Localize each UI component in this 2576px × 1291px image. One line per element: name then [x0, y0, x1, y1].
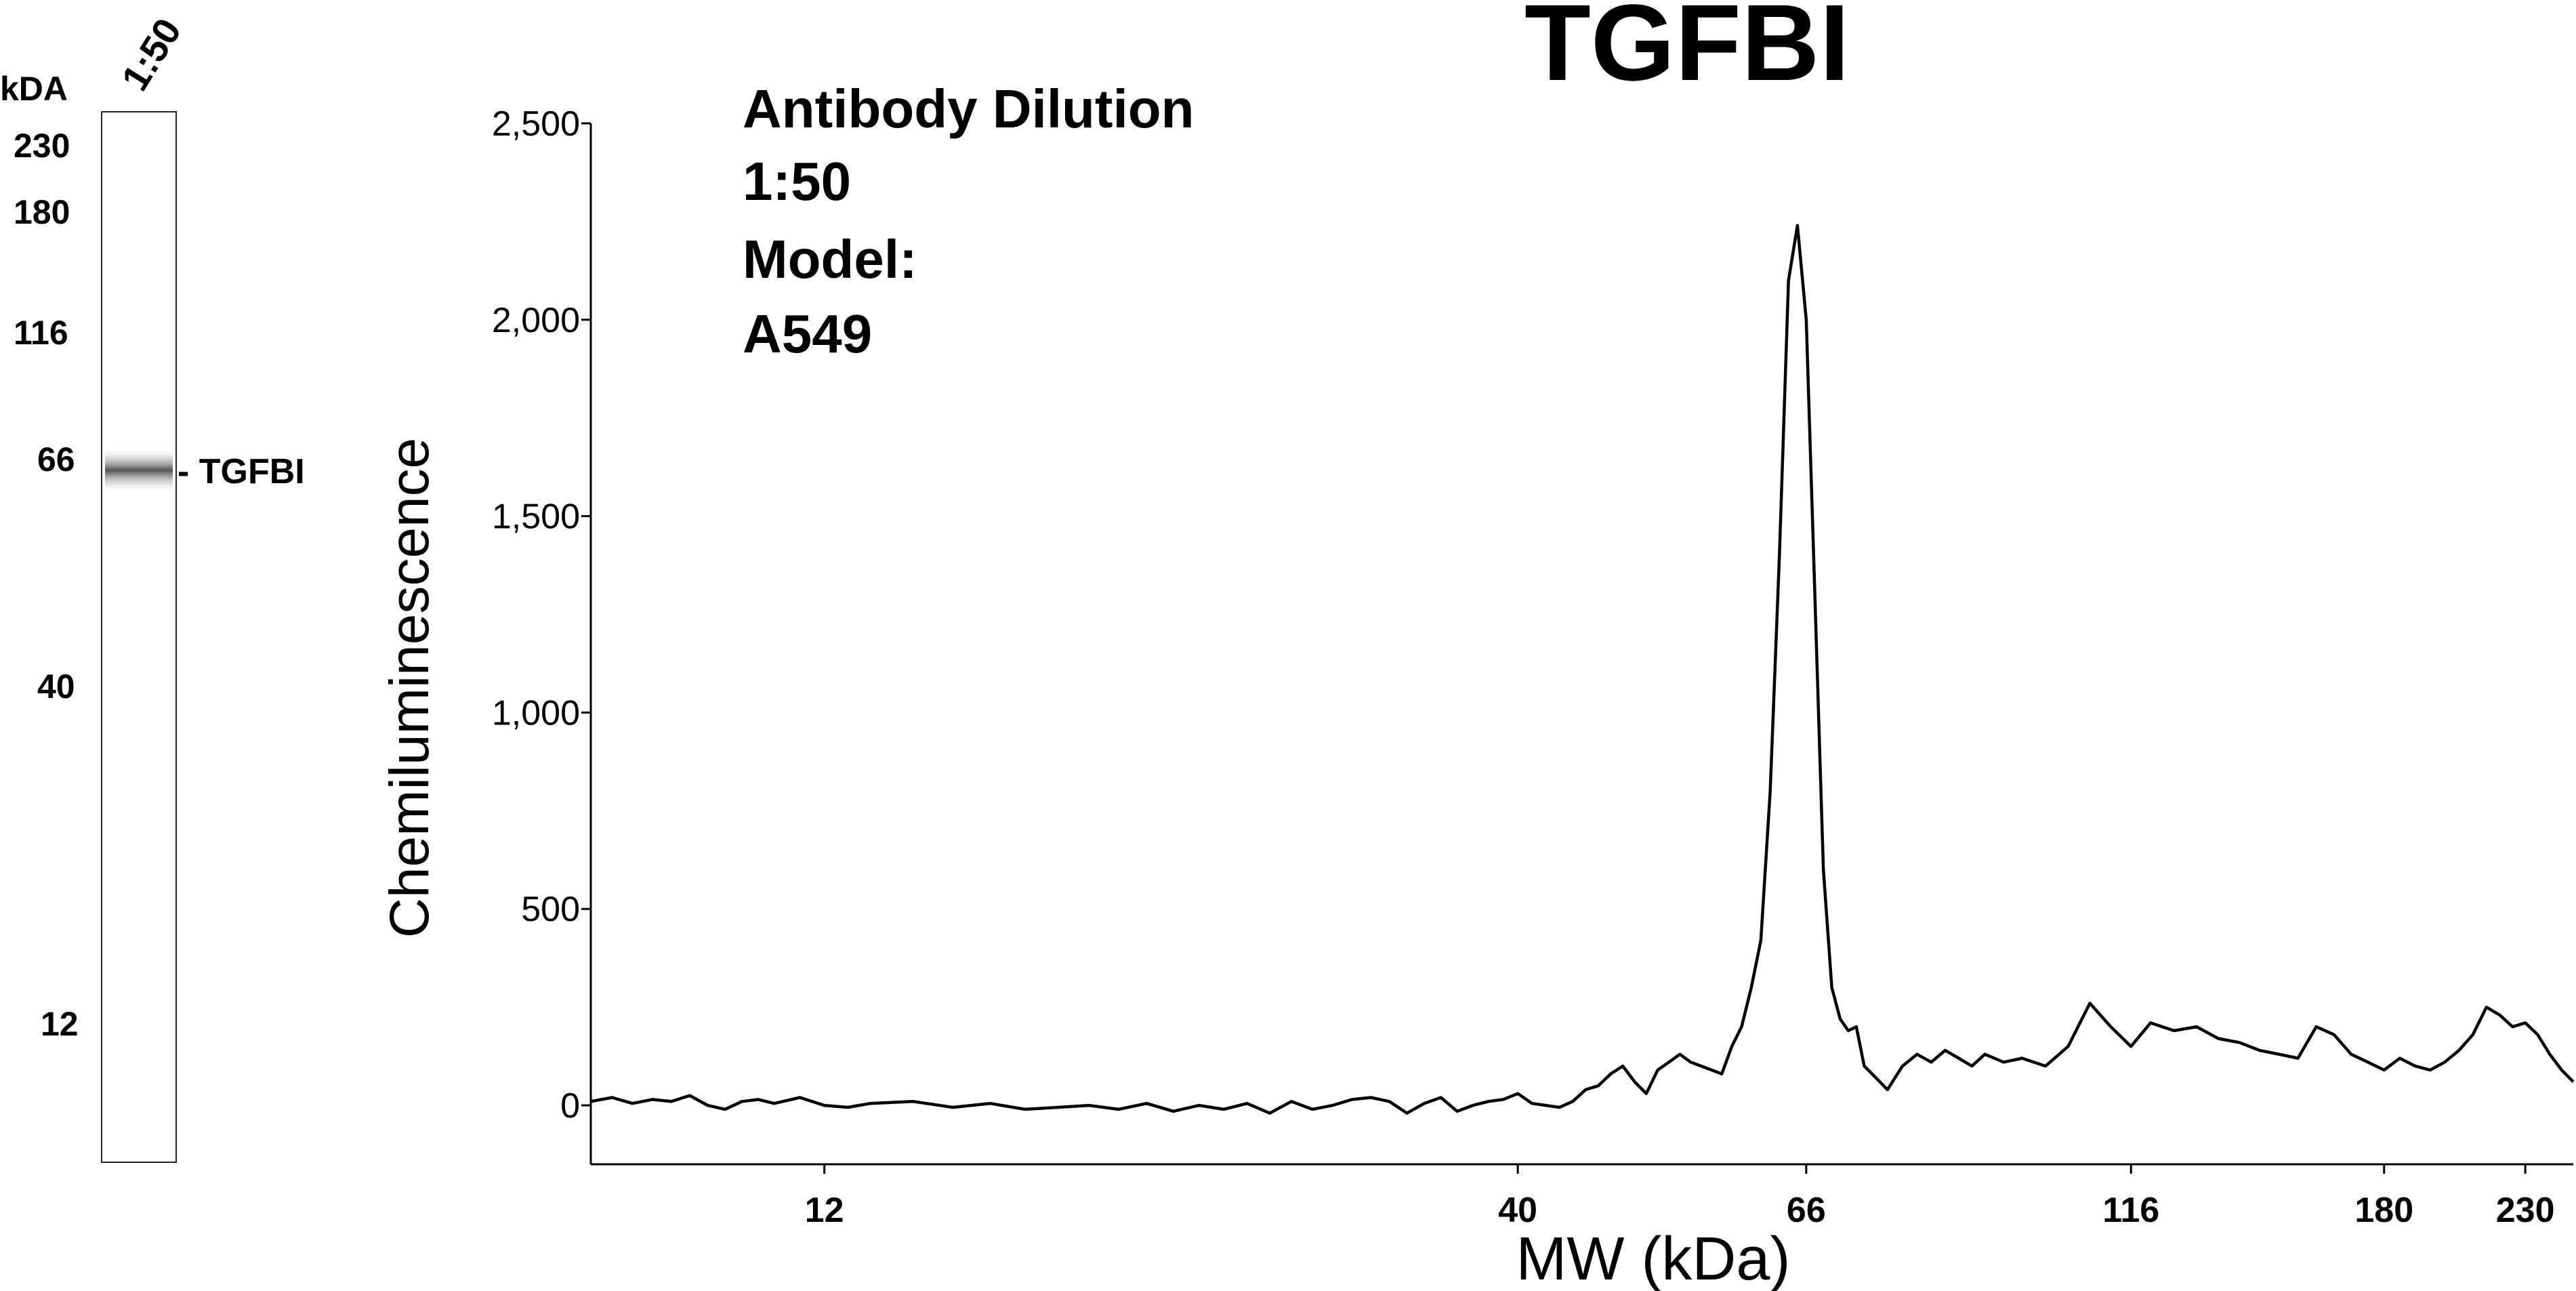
- gel-band-label: - TGFBI: [178, 452, 305, 491]
- y-tick-label: 2,000: [492, 301, 580, 340]
- gel-band-tgfbi: [105, 447, 173, 493]
- gel-marker-230: 230: [14, 127, 70, 165]
- x-tick-label: 180: [2354, 1191, 2413, 1230]
- x-tick-label: 116: [2102, 1191, 2159, 1230]
- annotation-dilution-value: 1:50: [743, 151, 851, 211]
- annotation-antibody-dilution: Antibody Dilution: [743, 79, 1194, 139]
- y-tick-label: 1,500: [492, 497, 580, 537]
- gel-marker-12: 12: [41, 1005, 79, 1043]
- y-tick-label: 2,500: [492, 104, 580, 144]
- gel-marker-66: 66: [37, 440, 75, 478]
- x-axis-label: MW (kDa): [1516, 1225, 1791, 1291]
- gel-marker-116: 116: [14, 314, 68, 352]
- y-tick-label: 500: [521, 890, 580, 929]
- gel-marker-40: 40: [37, 668, 75, 705]
- annotation-model-value: A549: [743, 304, 872, 364]
- y-tick-label: 0: [560, 1086, 580, 1126]
- gel-lane-label: 1:50: [113, 11, 190, 98]
- chart-title: TGFBI: [1524, 0, 1850, 103]
- x-tick-label: 12: [805, 1191, 844, 1230]
- x-tick-label: 40: [1498, 1191, 1537, 1230]
- y-tick-label: 1,000: [492, 693, 580, 733]
- x-ticks: 12 40 66 116 180 230: [805, 1164, 2555, 1230]
- y-axis-label: Chemiluminescence: [379, 438, 440, 938]
- x-tick-label: 230: [2496, 1191, 2555, 1230]
- kda-unit-label: kDA: [0, 70, 68, 108]
- series-line: [590, 224, 2575, 1115]
- x-tick-label: 66: [1787, 1191, 1826, 1230]
- y-ticks: 0 500 1,000 1,500 2,000 2,500: [492, 104, 591, 1126]
- gel-marker-180: 180: [14, 193, 70, 231]
- gel-lane: [101, 111, 177, 1163]
- annotation-model-label: Model:: [743, 229, 917, 289]
